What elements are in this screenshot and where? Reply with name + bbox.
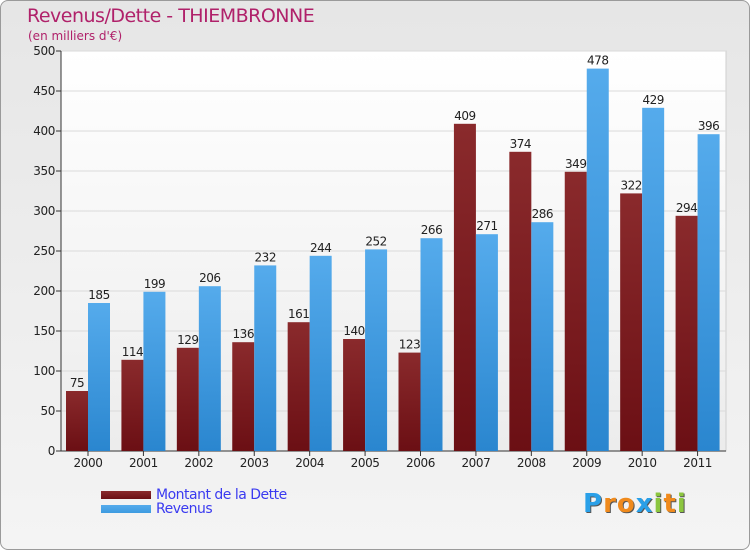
chart-title: Revenus/Dette - THIEMBRONNE: [27, 5, 315, 27]
data-label-revenus: 429: [642, 93, 663, 107]
data-label-dette: 409: [454, 109, 475, 123]
logo-letter: i: [676, 489, 687, 519]
data-label-dette: 322: [620, 178, 641, 192]
data-label-revenus: 478: [587, 54, 608, 68]
legend-label-dette: Montant de la Dette: [156, 487, 287, 503]
x-tick-label: 2011: [683, 456, 712, 470]
y-tick-label: 0: [48, 444, 55, 458]
y-tick-label: 250: [33, 244, 55, 258]
logo-letter: r: [603, 489, 617, 519]
y-tick-label: 500: [33, 44, 55, 58]
bar-revenus: [531, 222, 554, 451]
y-tick-label: 200: [33, 284, 55, 298]
data-label-revenus: 266: [421, 223, 442, 237]
bar-revenus: [697, 134, 720, 451]
logo-letter: o: [616, 489, 636, 519]
y-tick-label: 100: [33, 364, 55, 378]
bar-dette: [176, 347, 199, 451]
data-label-dette: 349: [565, 157, 586, 171]
data-label-dette: 140: [343, 324, 364, 338]
bar-revenus: [475, 234, 498, 451]
data-label-dette: 123: [399, 338, 420, 352]
data-label-dette: 294: [676, 201, 697, 215]
y-tick-label: 150: [33, 324, 55, 338]
bar-revenus: [254, 265, 277, 451]
data-label-dette: 75: [70, 376, 84, 390]
x-tick-label: 2005: [351, 456, 380, 470]
data-label-revenus: 396: [698, 119, 719, 133]
bar-dette: [121, 359, 144, 451]
data-label-dette: 374: [510, 137, 531, 151]
legend-swatch-dette: [101, 491, 151, 499]
y-tick-label: 400: [33, 124, 55, 138]
data-label-dette: 161: [288, 307, 309, 321]
data-label-revenus: 199: [144, 277, 165, 291]
bar-revenus: [143, 291, 166, 451]
bar-revenus: [586, 68, 609, 451]
bar-dette: [564, 171, 587, 452]
bar-revenus: [88, 303, 110, 451]
data-label-revenus: 232: [255, 250, 276, 264]
chart-subtitle: (en milliers d'€): [28, 29, 123, 43]
bar-revenus: [365, 249, 388, 451]
x-tick-label: 2006: [406, 456, 435, 470]
x-tick-label: 2000: [74, 456, 103, 470]
y-tick-label: 300: [33, 204, 55, 218]
legend-label-revenus: Revenus: [156, 501, 213, 517]
legend-item-revenus: Revenus: [101, 502, 287, 516]
bar-dette: [620, 193, 643, 451]
bar-dette: [398, 352, 421, 451]
bar-dette: [66, 391, 88, 451]
logo-letter: x: [635, 489, 654, 519]
y-tick-label: 50: [41, 404, 55, 418]
data-label-revenus: 244: [310, 241, 331, 255]
chart-legend: Montant de la Dette Revenus: [101, 488, 287, 516]
x-tick-label: 2002: [184, 456, 213, 470]
x-tick-label: 2010: [628, 456, 657, 470]
y-tick-label: 350: [33, 164, 55, 178]
bar-dette: [343, 339, 366, 451]
logo-letter: i: [653, 489, 664, 519]
bar-revenus: [309, 255, 332, 451]
legend-item-dette: Montant de la Dette: [101, 488, 287, 502]
data-label-dette: 114: [122, 345, 143, 359]
data-label-dette: 129: [177, 333, 198, 347]
data-label-revenus: 252: [365, 234, 386, 248]
x-tick-label: 2004: [295, 456, 324, 470]
bar-dette: [509, 151, 532, 452]
y-tick-label: 450: [33, 84, 55, 98]
bar-dette: [453, 123, 476, 452]
legend-swatch-revenus: [101, 505, 151, 513]
x-tick-label: 2001: [129, 456, 158, 470]
data-label-dette: 136: [233, 327, 254, 341]
bar-revenus: [642, 107, 665, 452]
x-tick-label: 2009: [572, 456, 601, 470]
logo-letter: P: [583, 489, 604, 519]
data-label-revenus: 286: [532, 207, 553, 221]
x-tick-label: 2007: [461, 456, 490, 470]
bar-revenus: [198, 286, 221, 451]
proxiti-logo: Proxiti: [583, 489, 687, 519]
data-label-revenus: 185: [88, 288, 109, 302]
data-label-revenus: 271: [476, 219, 497, 233]
x-tick-label: 2008: [517, 456, 546, 470]
bar-revenus: [420, 238, 443, 451]
bar-dette: [232, 342, 255, 451]
logo-letter: t: [663, 489, 677, 519]
x-tick-label: 2003: [240, 456, 269, 470]
bar-dette: [675, 215, 698, 451]
bar-dette: [287, 322, 310, 451]
data-label-revenus: 206: [199, 271, 220, 285]
